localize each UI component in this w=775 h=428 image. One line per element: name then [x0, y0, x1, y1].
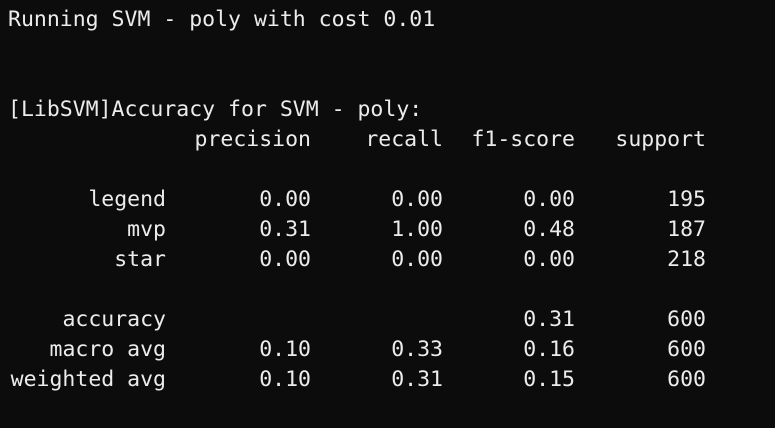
row-precision: 0.10 [259, 367, 311, 392]
row-recall: 0.00 [391, 247, 443, 272]
row-f1-score: 0.00 [523, 187, 575, 212]
report-header-row: precision recall f1-score support [8, 125, 775, 155]
accuracy-title-line: [LibSVM]Accuracy for SVM - poly: [8, 97, 423, 122]
row-label: mvp [127, 217, 166, 242]
header-f1-score: f1-score [471, 127, 575, 152]
summary-row: weighted avg 0.10 0.31 0.15 600 [8, 365, 775, 395]
row-f1-score: 0.00 [523, 247, 575, 272]
row-recall: 0.31 [391, 367, 443, 392]
row-label: macro avg [49, 337, 167, 362]
header-precision: precision [194, 127, 312, 152]
blank-line [8, 35, 775, 65]
row-f1-score: 0.16 [523, 337, 575, 362]
row-precision: 0.31 [259, 217, 311, 242]
row-f1-score: 0.48 [523, 217, 575, 242]
summary-row: macro avg 0.10 0.33 0.16 600 [8, 335, 775, 365]
row-precision: 0.00 [259, 247, 311, 272]
run-status-line: Running SVM - poly with cost 0.01 [8, 7, 436, 32]
blank-line [8, 155, 775, 185]
row-label: weighted avg [10, 367, 166, 392]
row-support: 195 [667, 187, 706, 212]
row-support: 600 [667, 337, 706, 362]
report-row: star 0.00 0.00 0.00 218 [8, 245, 775, 275]
blank-line [8, 65, 775, 95]
row-support: 187 [667, 217, 706, 242]
report-row: legend 0.00 0.00 0.00 195 [8, 185, 775, 215]
blank-line [8, 275, 775, 305]
header-recall: recall [365, 127, 443, 152]
row-label: legend [88, 187, 166, 212]
header-support: support [615, 127, 706, 152]
row-support: 600 [667, 367, 706, 392]
row-f1-score: 0.15 [523, 367, 575, 392]
row-recall: 0.33 [391, 337, 443, 362]
row-precision: 0.00 [259, 187, 311, 212]
row-label: accuracy [62, 307, 166, 332]
row-precision: 0.10 [259, 337, 311, 362]
row-support: 218 [667, 247, 706, 272]
row-label: star [114, 247, 166, 272]
row-f1-score: 0.31 [523, 307, 575, 332]
summary-row: accuracy 0.31 600 [8, 305, 775, 335]
report-row: mvp 0.31 1.00 0.48 187 [8, 215, 775, 245]
row-recall: 0.00 [391, 187, 443, 212]
row-recall: 1.00 [391, 217, 443, 242]
row-support: 600 [667, 307, 706, 332]
